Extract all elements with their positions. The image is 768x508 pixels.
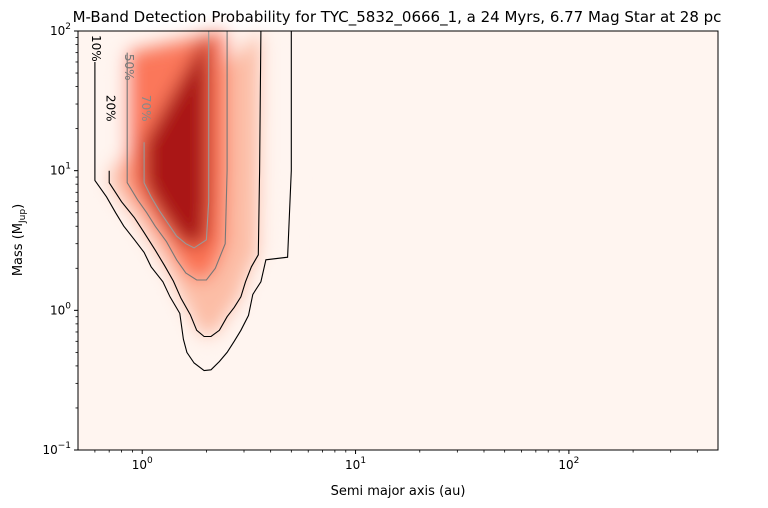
x-tick-label: 100 [132, 456, 153, 472]
contour-labels: 10% 20% 50%70% [89, 35, 153, 122]
contour-line-10 [94, 31, 292, 372]
contour-label-70-percent: 70% [139, 95, 153, 122]
y-axis-ticks: 10−1 100 101 102 [42, 22, 78, 457]
contour-label-50-percent: 50% [122, 54, 136, 81]
probability-heatmap [78, 31, 718, 450]
heatmap-band-70 [144, 31, 209, 248]
y-axis-label: Mass (MJup) [11, 204, 28, 276]
contour-line-50 [126, 31, 228, 281]
x-axis-ticks: 100 101 102 [94, 450, 698, 472]
y-axis-label-close: ) [11, 204, 26, 209]
y-tick-label: 100 [50, 301, 71, 317]
x-axis-label: Semi major axis (au) [331, 484, 466, 499]
x-tick-label: 101 [345, 456, 366, 472]
plot-frame [77, 30, 719, 451]
contour-label-20-percent: 20% [103, 95, 117, 122]
contour-lines [94, 30, 292, 372]
x-tick-label: 102 [558, 456, 579, 472]
y-tick-label: 101 [50, 162, 71, 178]
y-tick-label: 10−1 [42, 441, 71, 457]
y-axis-label-subscript: Jup [18, 209, 28, 224]
chart-title: M-Band Detection Probability for TYC_583… [73, 8, 722, 27]
contour-line-20 [108, 30, 262, 338]
y-axis-label-main: Mass (M [11, 223, 26, 276]
contour-line-70 [143, 31, 210, 249]
y-tick-label: 102 [50, 22, 71, 38]
contour-label-10-percent: 10% [89, 35, 103, 62]
